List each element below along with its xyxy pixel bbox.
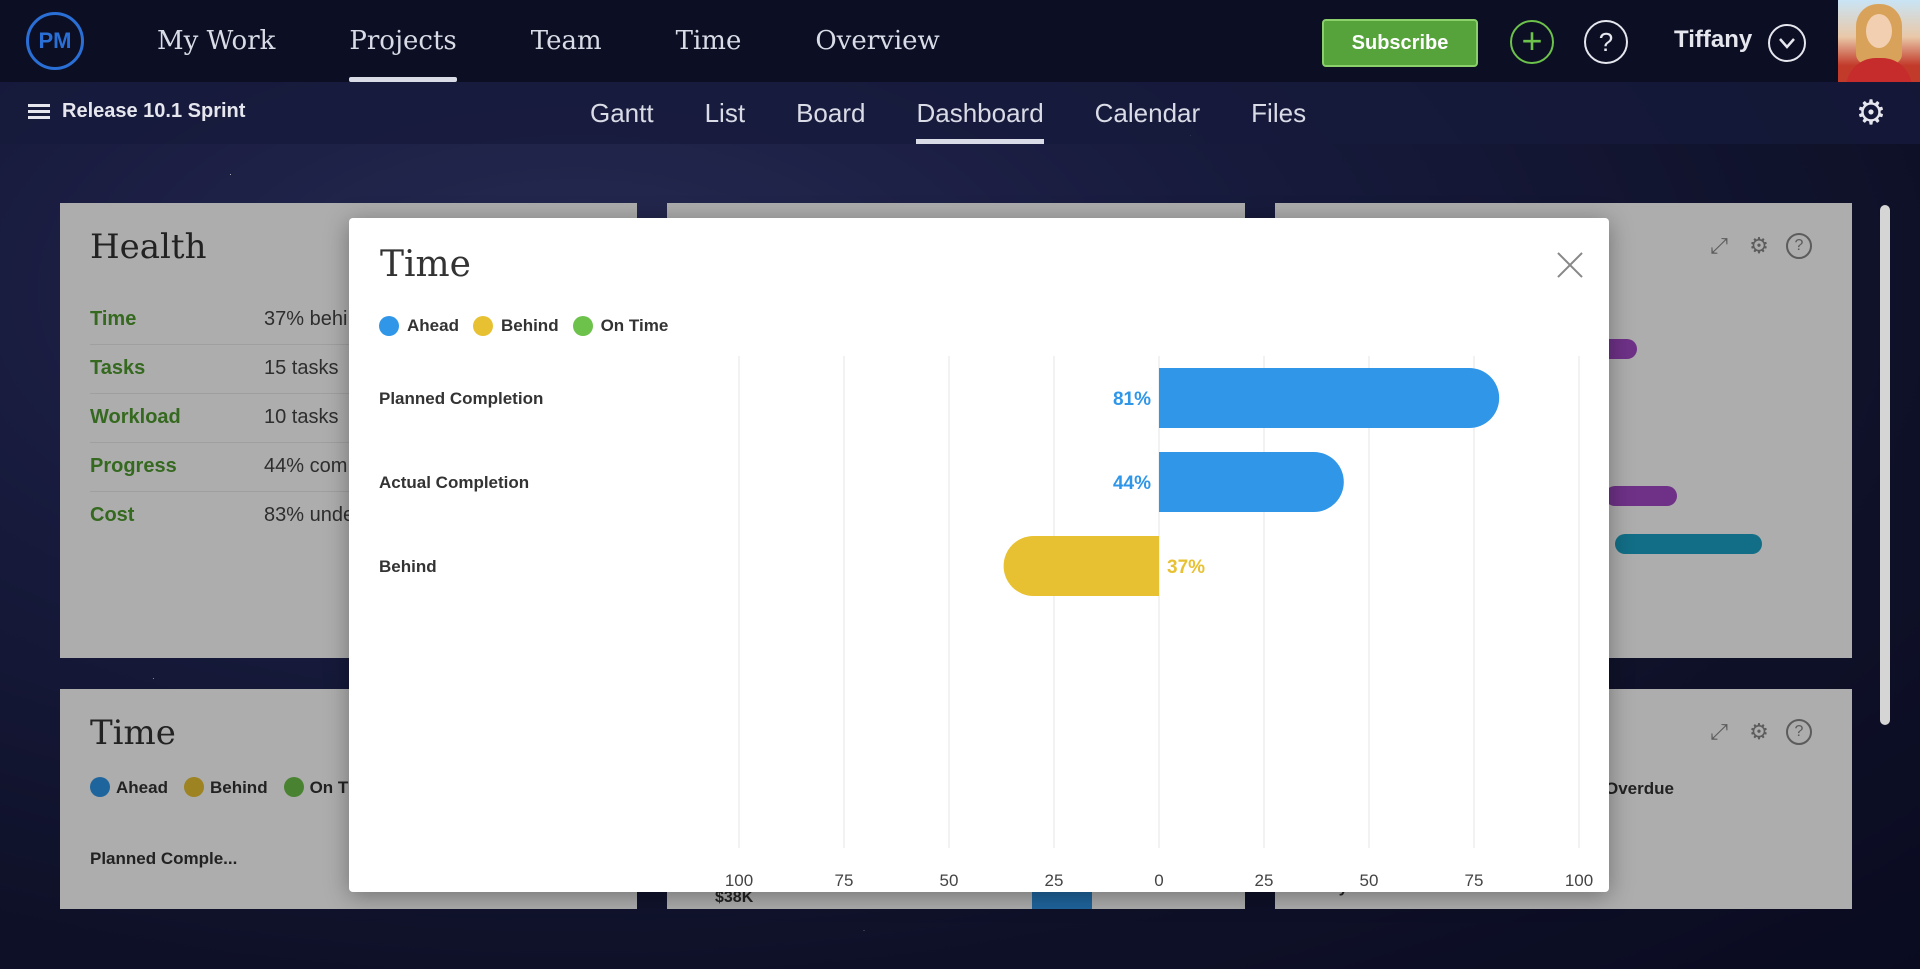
data-label: 37% [1167,557,1205,578]
add-plus-icon[interactable]: + [1510,20,1554,64]
user-name[interactable]: Tiffany [1674,26,1753,53]
expand-icon[interactable]: ⤢ [1710,719,1728,744]
x-tick-label: 50 [940,871,959,890]
health-row-key: Progress [90,455,177,477]
tab-gantt[interactable]: Gantt [590,98,654,128]
tab-dashboard[interactable]: Dashboard [916,82,1044,144]
x-tick-label: 75 [1465,871,1484,890]
legend-label-overdue: Overdue [1605,779,1674,798]
top-navigation-bar: PM My Work Projects Team Time Overview S… [0,0,1920,82]
nav-time[interactable]: Time [675,26,742,56]
health-row-value: 15 tasks [264,357,339,379]
x-tick-label: 50 [1360,871,1379,890]
health-row-value: 37% behi [264,308,348,330]
category-label: Behind [379,557,437,576]
legend-label: Ahead [116,778,168,797]
category-label: Actual Completion [379,473,529,492]
project-name: Release 10.1 Sprint [62,100,246,122]
project-menu[interactable]: Release 10.1 Sprint [28,100,245,123]
time-widget-row-label: Planned Comple... [90,849,238,868]
chart-legend: Ahead Behind On Time [379,316,682,336]
hamburger-menu-icon[interactable] [28,103,50,120]
help-icon[interactable]: ? [1786,233,1812,259]
nav-projects[interactable]: Projects [349,0,458,82]
widget-toolbar: ⤢ ⚙ ? [1706,233,1812,259]
health-row-value: 44% com [264,455,348,477]
legend-label: Behind [209,778,268,797]
x-tick-label: 25 [1255,871,1274,890]
health-row-key: Workload [90,406,181,428]
gear-icon[interactable]: ⚙ [1749,233,1769,258]
health-row-key: Time [90,308,137,330]
tab-list[interactable]: List [704,98,746,128]
health-row-key: Tasks [90,357,146,379]
chevron-down-icon[interactable] [1768,24,1806,62]
legend-label-behind: Behind [500,316,559,335]
x-tick-label: 0 [1154,871,1163,890]
widget-bar [1615,534,1762,554]
nav-overview[interactable]: Overview [815,26,940,56]
x-tick-label: 100 [725,871,753,890]
category-label: Planned Completion [379,389,543,408]
x-tick-label: 75 [835,871,854,890]
bar [1003,536,1159,596]
legend-item-behind[interactable]: Behind [472,316,559,336]
help-icon[interactable]: ? [1584,20,1628,64]
nav-team[interactable]: Team [530,26,602,56]
legend-label-ahead: Ahead [407,316,459,335]
legend-dot-on-time [572,316,593,336]
legend-label-on-time: On Time [600,316,669,335]
legend-dot-behind [472,316,493,336]
tab-files[interactable]: Files [1251,98,1307,128]
legend-dot-ahead [379,316,399,336]
legend-item-on-time[interactable]: On Time [572,316,669,336]
time-chart-modal: Time Ahead Behind On Time 100 75 50 25 0 25 50… [349,218,1609,892]
health-row: Cost 83% unde [90,492,610,541]
legend-item: On T [283,777,349,798]
bar [1159,368,1500,428]
x-tick-label: 25 [1045,871,1064,890]
legend-item: Behind [183,777,268,798]
legend-item-ahead[interactable]: Ahead [379,316,459,336]
view-tabs: Gantt List Board Dashboard Calendar File… [590,82,1357,144]
legend-label: On T [309,778,349,797]
time-widget-legend: Ahead Behind On T [90,777,348,798]
data-label: 44% [1113,473,1151,494]
health-row-value: 10 tasks [264,406,339,428]
widget-toolbar: ⤢ ⚙ ? [1706,719,1812,745]
health-row-value: 83% unde [264,504,355,526]
settings-gear-icon[interactable]: ⚙ [1855,94,1887,132]
health-row-key: Cost [90,504,135,526]
main-nav: My Work Projects Team Time Overview [157,0,1014,82]
modal-title: Time [380,244,471,285]
subscribe-button[interactable]: Subscribe [1322,19,1478,67]
time-bar-chart: 100 75 50 25 0 25 50 75 100 Planned Completion 81%… [379,356,1593,890]
app-logo[interactable]: PM [26,12,84,70]
nav-my-work[interactable]: My Work [157,26,276,56]
tab-calendar[interactable]: Calendar [1094,98,1201,128]
tab-board[interactable]: Board [796,98,866,128]
gear-icon[interactable]: ⚙ [1749,719,1769,744]
data-label: 81% [1113,389,1151,410]
user-avatar[interactable] [1838,0,1920,82]
project-sub-navigation: Release 10.1 Sprint Gantt List Board Das… [0,82,1920,144]
health-title: Health [90,227,207,267]
help-icon[interactable]: ? [1786,719,1812,745]
expand-icon[interactable]: ⤢ [1710,233,1728,258]
x-tick-label: 100 [1565,871,1593,890]
time-widget-title: Time [90,713,176,753]
widget-bar [1605,486,1677,506]
bar [1159,452,1344,512]
cost-value: $38K [715,889,754,906]
page-scrollbar[interactable] [1880,205,1890,725]
legend-item: Ahead [90,777,168,798]
